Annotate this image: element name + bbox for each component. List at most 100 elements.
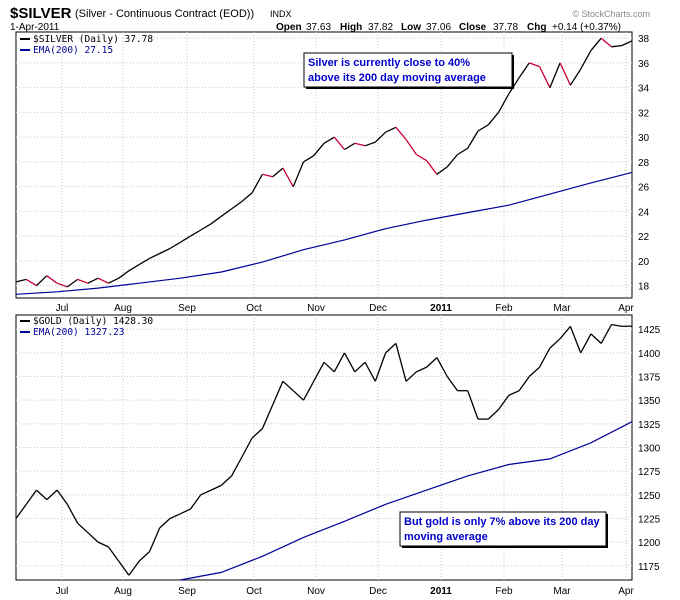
exchange-label: INDX (270, 9, 292, 19)
open-label: Open (276, 22, 302, 33)
y-tick-label: 1300 (638, 444, 661, 455)
price-segment (446, 376, 459, 392)
price-segment (497, 395, 510, 410)
price-segment (77, 278, 89, 284)
price-segment (467, 390, 479, 420)
price-segment (405, 139, 417, 155)
x-tick-label: Sep (178, 303, 196, 314)
y-tick-label: 1425 (638, 325, 661, 336)
annotation-box: But gold is only 7% above its 200 day mov… (399, 511, 608, 548)
price-segment (241, 192, 253, 202)
price-segment (395, 126, 407, 141)
price-segment (210, 215, 222, 225)
price-segment (149, 252, 160, 259)
annotation-text: moving average (404, 531, 488, 543)
x-tick-label: Feb (495, 303, 513, 314)
price-segment (354, 142, 366, 147)
price-segment (580, 50, 592, 70)
y-tick-label: 36 (638, 59, 650, 70)
high-value: 37.82 (368, 22, 393, 33)
ema-line (15, 171, 633, 295)
x-tick-label: Oct (246, 303, 262, 314)
legend-entry: $SILVER (Daily) 37.78 (33, 34, 153, 45)
y-tick-label: 1225 (638, 514, 661, 525)
price-segment (231, 200, 243, 210)
price-segment (292, 390, 304, 401)
price-segment (87, 277, 99, 284)
annotation-frame (399, 511, 607, 547)
price-segment (385, 126, 397, 133)
price-segment (220, 475, 233, 486)
y-tick-label: 1175 (638, 562, 660, 573)
price-segment (272, 167, 284, 178)
price-segment (559, 62, 571, 86)
price-segment (282, 167, 294, 188)
price-segment (56, 282, 68, 288)
price-segment (251, 173, 263, 194)
price-segment (15, 278, 27, 283)
price-segment (467, 130, 479, 149)
price-segment (487, 409, 499, 420)
symbol-description: (Silver - Continuous Contract (EOD)) (75, 8, 254, 20)
close-label: Close (459, 22, 487, 33)
price-segment (292, 161, 305, 187)
y-tick-label: 20 (638, 257, 650, 268)
price-segment (200, 223, 212, 231)
price-segment (25, 278, 37, 287)
x-tick-label: Sep (178, 586, 196, 597)
price-segment (477, 124, 489, 132)
price-segment (303, 155, 315, 163)
price-segment (128, 264, 140, 272)
price-segment (333, 352, 346, 373)
x-tick-label: Nov (307, 303, 325, 314)
price-segment (108, 277, 119, 284)
price-segment (180, 508, 191, 515)
price-segment (600, 37, 612, 48)
open-value: 37.63 (306, 22, 331, 33)
price-segment (344, 142, 356, 151)
price-segment (56, 489, 68, 505)
y-tick-label: 1250 (638, 491, 661, 502)
price-segment (15, 503, 27, 519)
y-tick-label: 38 (638, 34, 650, 45)
low-label: Low (401, 22, 421, 33)
x-tick-label: Jul (56, 586, 69, 597)
x-tick-label: Oct (246, 586, 262, 597)
gold-panel: Jul Aug Sep Oct Nov Dec 2011 Feb Mar Apr 1175 1200 1… (15, 314, 661, 597)
price-segment (405, 371, 417, 382)
price-segment (600, 324, 613, 344)
annotation-box: Silver is currently close to 40% above it… (303, 52, 514, 89)
price-segment (416, 366, 427, 373)
legend-entry: $GOLD (Daily) 1428.30 (33, 316, 153, 327)
price-segment (210, 484, 222, 491)
x-tick-label: Mar (553, 586, 571, 597)
price-segment (159, 247, 171, 255)
price-segment (313, 361, 325, 382)
price-segment (261, 404, 274, 429)
price-segment (87, 532, 99, 543)
symbol-title: $SILVER (10, 5, 72, 22)
price-segment (374, 352, 387, 382)
price-segment (364, 361, 376, 382)
annotation-text: But gold is only 7% above its 200 day (404, 516, 600, 528)
price-segment (457, 147, 469, 156)
price-segment (323, 361, 335, 373)
price-segment (354, 361, 366, 373)
y-tick-label: 1200 (638, 538, 661, 549)
price-segment (539, 347, 551, 368)
price-segment (569, 68, 582, 86)
x-tick-label: Apr (618, 586, 634, 597)
price-segment (262, 173, 273, 178)
price-segment (611, 323, 622, 328)
price-line (15, 323, 633, 576)
y-tick-label: 34 (638, 84, 650, 95)
x-tick-label: Dec (369, 586, 387, 597)
price-segment (46, 275, 58, 284)
x-tick-label: Nov (307, 586, 325, 597)
price-segment (446, 154, 459, 168)
price-segment (416, 153, 428, 162)
silver-panel: Jul Aug Sep Oct Nov Dec 2011 Feb Mar Apr 18 20 22 24 2… (15, 31, 650, 314)
y-tick-label: 24 (638, 207, 650, 218)
y-tick-label: 22 (638, 232, 650, 243)
y-tick-label: 1350 (638, 396, 661, 407)
